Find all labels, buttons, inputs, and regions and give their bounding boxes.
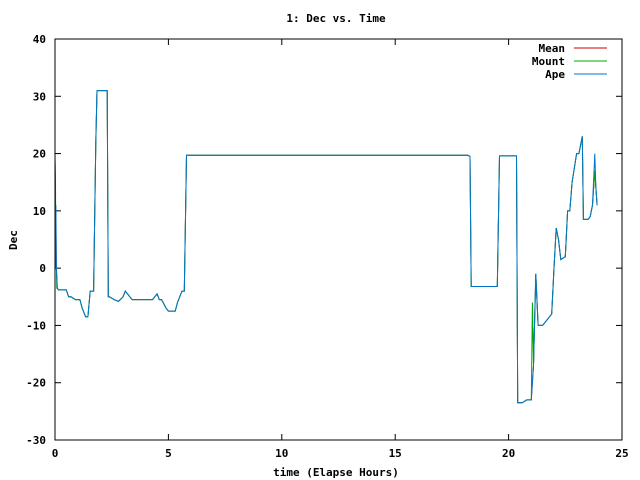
plot-area-frame: [54, 38, 623, 441]
y-tick-label: 0: [39, 262, 46, 275]
series-line-mean: [54, 90, 598, 404]
x-tick-label: 15: [389, 447, 402, 460]
legend-label-mount: Mount: [532, 55, 565, 68]
x-tick-label: 5: [165, 447, 172, 460]
y-tick-label: 10: [33, 205, 46, 218]
series-line-ape: [54, 90, 598, 404]
y-tick-label: -20: [26, 377, 46, 390]
y-tick-label: -30: [26, 434, 46, 447]
y-tick-label: 20: [33, 148, 46, 161]
x-tick-label: 20: [502, 447, 515, 460]
chart-title: 1: Dec vs. Time: [286, 12, 386, 25]
x-tick-label: 25: [615, 447, 628, 460]
y-tick-label: -10: [26, 319, 46, 332]
x-tick-label: 10: [275, 447, 288, 460]
series-line-mount: [54, 90, 598, 404]
legend-label-ape: Ape: [545, 68, 565, 81]
axis-ticks: 0 5 10 15 20 25 -30 -20 -10 0 10 20 30 40: [26, 33, 629, 460]
y-tick-label: 40: [33, 33, 46, 46]
x-axis-label: time (Elapse Hours): [273, 466, 399, 479]
series-layer: [54, 90, 598, 404]
y-axis-label: Dec: [7, 230, 20, 250]
x-tick-label: 0: [52, 447, 59, 460]
y-tick-label: 30: [33, 90, 46, 103]
legend-label-mean: Mean: [539, 42, 566, 55]
